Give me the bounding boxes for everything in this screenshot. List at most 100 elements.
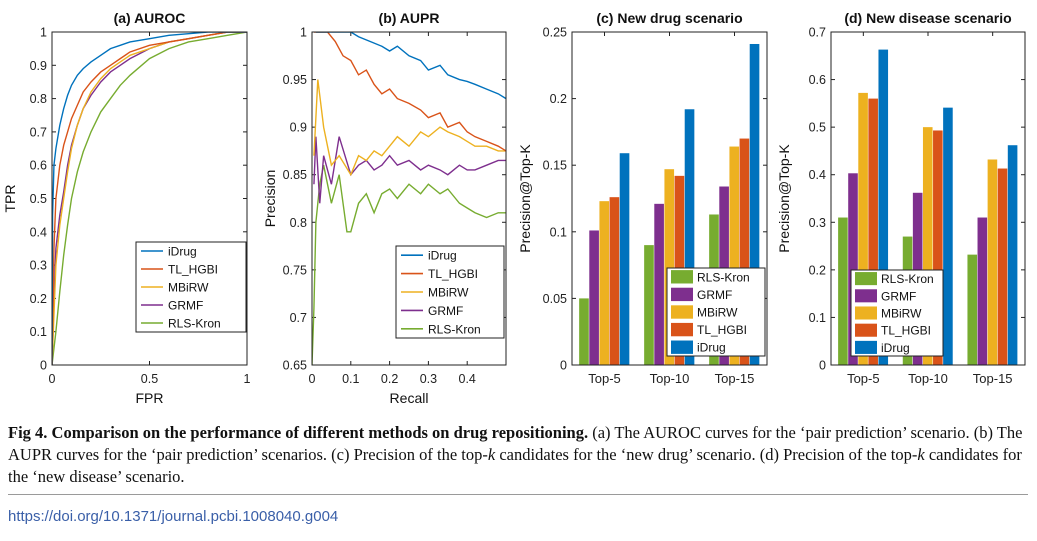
x-tick-label: Top-10: [650, 371, 690, 386]
x-tick-label: Top-5: [847, 371, 880, 386]
legend-label: GRMF: [881, 289, 916, 303]
bar-tl_hgbi: [739, 138, 750, 365]
y-axis-label: Precision: [262, 170, 278, 228]
bar-grmf: [589, 230, 599, 365]
legend-label: TL_HGBI: [881, 324, 931, 338]
bar-idrug: [1007, 145, 1018, 365]
legend-swatch-rls-kron: [855, 272, 877, 286]
legend-label: RLS-Kron: [168, 317, 221, 331]
bar-idrug: [878, 49, 889, 365]
y-tick-label: 0.2: [550, 92, 567, 106]
figure-canvas: (a) AUROC 0 0.1 0.2 0.3 0.4 0.5 0.6 0.7 0.8 0.9 1 TP…: [2, 10, 1026, 406]
y-tick-label: 0: [40, 359, 47, 373]
bar-mbirw: [599, 201, 610, 365]
bar-grmf: [654, 203, 664, 365]
y-tick-label: 0.7: [809, 26, 826, 40]
x-tick-label: 0.1: [342, 372, 359, 386]
y-tick-label: 0.95: [283, 73, 307, 87]
caption-text-3: candidates for the ‘new disease’ scenari…: [8, 445, 1022, 486]
legend-label: MBiRW: [168, 281, 209, 295]
y-tick-label: 0.2: [30, 292, 47, 306]
legend-label: MBiRW: [881, 307, 922, 321]
legend-swatch-grmf: [855, 289, 877, 303]
x-tick-label: Top-5: [588, 371, 621, 386]
figure-caption: Fig 4. Comparison on the performance of …: [8, 422, 1028, 488]
chart-panel-1: (a) AUROC 0 0.1 0.2 0.3 0.4 0.5 0.6 0.7 0.8 0.9 1 TP…: [2, 10, 251, 406]
y-tick-label: 0.1: [30, 325, 47, 339]
legend-label: GRMF: [428, 304, 463, 318]
x-tick-label: 0.4: [459, 372, 476, 386]
chart-title: (c) New drug scenario: [596, 10, 742, 26]
legend-swatch-rls-kron: [671, 270, 693, 284]
series-line-rls-kron: [52, 32, 247, 365]
bar-idrug: [684, 109, 695, 365]
y-tick-label: 0.9: [30, 59, 47, 73]
bar-idrug: [943, 107, 953, 365]
caption-k-1: k: [487, 445, 496, 464]
y-tick-label: 1: [40, 26, 47, 40]
x-tick-label: 0: [49, 372, 56, 386]
chart-title: (a) AUROC: [114, 10, 186, 26]
legend: iDrug TL_HGBI MBiRW GRMF RLS-Kron: [395, 245, 505, 339]
chart-panel-4: (d) New disease scenario 0 0.1 0.2 0.3 0.4 0.5…: [776, 10, 1026, 386]
y-axis-label: TPR: [2, 185, 18, 213]
x-tick-label: Top-15: [973, 371, 1013, 386]
legend-swatch-idrug: [855, 340, 877, 354]
plot-frame: [311, 31, 507, 366]
y-tick-label: 0: [819, 359, 826, 373]
y-tick-label: 0.15: [543, 159, 567, 173]
bar-rls-kron: [838, 217, 848, 365]
caption-fig-label: Fig 4. Comparison on the performance of …: [8, 423, 589, 442]
y-tick-label: 0.7: [290, 311, 307, 325]
y-tick-label: 0.05: [543, 292, 567, 306]
bar-tl_hgbi: [868, 98, 878, 365]
y-tick-label: 0.4: [30, 225, 47, 239]
x-tick-label: 0: [309, 372, 316, 386]
caption-k-2: k: [917, 445, 925, 464]
legend-label: TL_HGBI: [428, 267, 478, 281]
y-tick-label: 0.6: [30, 159, 47, 173]
y-tick-label: 0.9: [290, 121, 307, 135]
y-tick-label: 0.8: [290, 216, 307, 230]
legend-swatch-grmf: [671, 287, 693, 302]
y-tick-label: 0.25: [543, 26, 567, 40]
series-line-mbirw: [313, 79, 506, 177]
bar-rls-kron: [579, 298, 589, 365]
legend-label: TL_HGBI: [697, 323, 747, 337]
series-line-idrug: [315, 32, 506, 100]
x-tick-label: Top-10: [908, 371, 948, 386]
bar-mbirw: [664, 169, 675, 365]
y-axis-label: Precision@Top-K: [517, 144, 533, 253]
legend-swatch-mbirw: [855, 306, 877, 320]
y-tick-label: 0.8: [30, 92, 47, 106]
legend-swatch-mbirw: [671, 305, 693, 319]
legend-label: iDrug: [881, 341, 910, 355]
bar-mbirw: [729, 146, 740, 365]
bar-tl_hgbi: [997, 168, 1008, 365]
caption-divider: [8, 494, 1028, 495]
legend-swatch-tl_hgbi: [671, 322, 693, 337]
series-line-idrug: [52, 32, 247, 365]
doi-link[interactable]: https://doi.org/10.1371/journal.pcbi.100…: [8, 508, 339, 525]
chart-title: (d) New disease scenario: [844, 10, 1011, 26]
series-line-rls-kron: [312, 165, 506, 365]
series-line-tl_hgbi: [52, 32, 247, 365]
y-tick-label: 0.85: [283, 168, 307, 182]
y-tick-label: 0.6: [809, 73, 826, 87]
y-tick-label: 0.75: [283, 263, 307, 277]
x-axis-label: Recall: [390, 390, 429, 406]
legend-label: RLS-Kron: [428, 322, 481, 336]
x-tick-label: 0.5: [141, 372, 158, 386]
legend-swatch-tl_hgbi: [855, 323, 877, 337]
caption-text-2: candidates for the ‘new drug’ scenario. …: [495, 445, 918, 464]
x-tick-label: 1: [244, 372, 251, 386]
legend-label: iDrug: [428, 249, 457, 263]
y-tick-label: 0.2: [809, 263, 826, 277]
bar-tl_hgbi: [609, 197, 620, 365]
y-tick-label: 0: [560, 359, 567, 373]
bar-grmf: [848, 173, 858, 365]
chart-panel-2: (b) AUPR 0.65 0.7 0.75 0.8 0.85 0.9 0.95 1 Precis…: [262, 10, 507, 406]
legend-label: GRMF: [697, 288, 732, 302]
y-tick-label: 1: [300, 26, 307, 40]
bar-grmf: [977, 217, 988, 365]
